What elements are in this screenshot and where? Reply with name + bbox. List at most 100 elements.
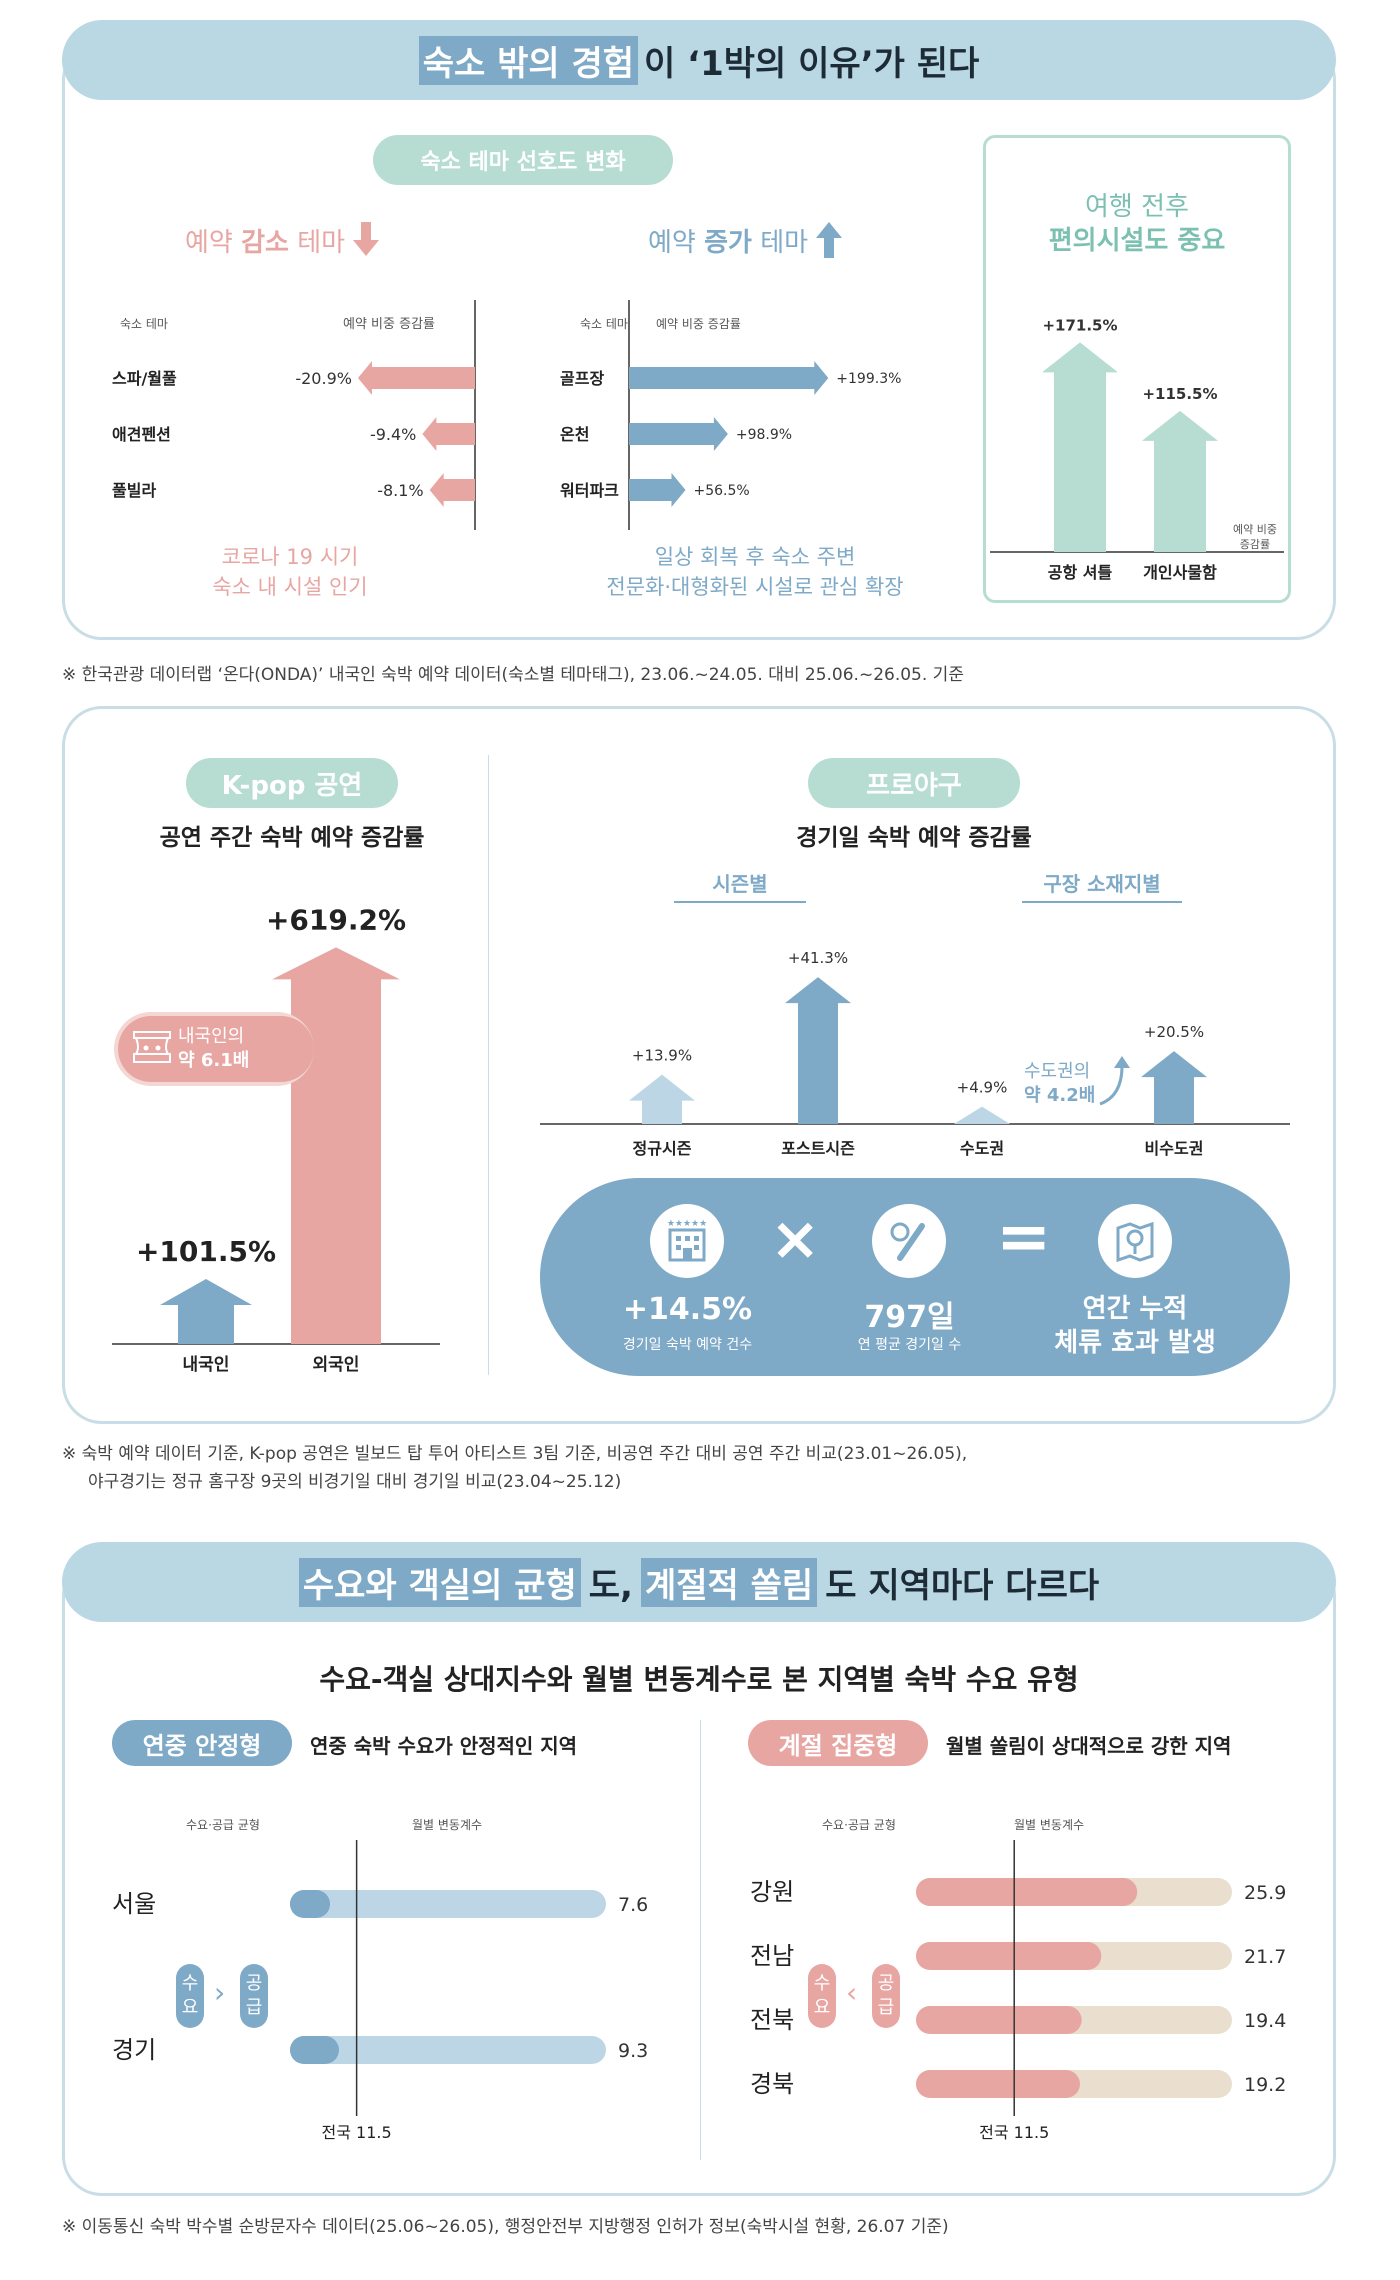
side-axis-label: 예약 비중 증감률 xyxy=(1233,522,1277,552)
region-arrow-icon xyxy=(1099,1056,1130,1106)
inc-note: 일상 회복 후 숙소 주변 전문화·대형화된 시설로 관심 확장 xyxy=(560,542,950,602)
kpop-badge-text: 내국인의 약 6.1배 xyxy=(178,1025,249,1073)
stage-icon xyxy=(132,1030,172,1068)
dec-note-1: 코로나 19 시기 xyxy=(221,545,359,569)
bar-fill xyxy=(916,1942,1102,1970)
trend-arrow-icon xyxy=(251,1025,283,1073)
kpop-pill: K-pop 공연 xyxy=(186,758,398,808)
section1-title-highlight: 숙소 밖의 경험 xyxy=(418,35,639,85)
category-label: 전북 xyxy=(750,2006,794,2034)
section3-title: 수요와 객실의 균형 도, 계절적 쏠림 도 지역마다 다르다 xyxy=(62,1542,1336,1622)
theme-pill: 숙소 테마 선호도 변화 xyxy=(373,135,673,185)
times-sign: × xyxy=(770,1204,821,1274)
kpop-title: 공연 주간 숙박 예약 증감률 xyxy=(159,825,425,851)
category-label: 온천 xyxy=(560,425,589,444)
equals-sign: = xyxy=(996,1198,1052,1275)
demand-char-1: 수 xyxy=(181,1973,199,1994)
section2-footnote-1: ※ 숙박 예약 데이터 기준, K-pop 공연은 빌보드 탑 투어 아티스트 … xyxy=(62,1444,968,1464)
bar-fill xyxy=(916,2070,1080,2098)
season-demand-char-2: 요 xyxy=(813,1997,831,2018)
bar-arrow xyxy=(785,977,851,1124)
bar-fill xyxy=(916,1878,1138,1906)
category-label: 강원 xyxy=(750,1878,794,1906)
eq3-result: 연간 누적 체류 효과 발생 xyxy=(1030,1292,1240,1360)
bar-arrow xyxy=(629,1074,695,1124)
region-badge-2: 약 4.2배 xyxy=(1024,1085,1096,1106)
category-label: 애견펜션 xyxy=(112,425,171,444)
map-pin-icon xyxy=(1098,1204,1172,1278)
season-desc: 월별 쏠림이 상대적으로 강한 지역 xyxy=(946,1734,1232,1758)
side-title-1: 여행 전후 xyxy=(1085,192,1189,222)
supply-char-1: 공 xyxy=(245,1973,263,1994)
data-label: 7.6 xyxy=(618,1894,648,1916)
season-demand-char-1: 수 xyxy=(813,1973,831,1994)
bar-arrow xyxy=(629,417,728,451)
season-lt: ‹ xyxy=(846,1976,858,2009)
data-label: 21.7 xyxy=(1244,1946,1286,1968)
theme-panel xyxy=(62,40,1336,640)
data-label: +115.5% xyxy=(1142,385,1217,403)
data-label: 19.2 xyxy=(1244,2074,1286,2096)
category-label: 내국인 xyxy=(183,1355,230,1375)
section2-footnote: ※ 숙박 예약 데이터 기준, K-pop 공연은 빌보드 탑 투어 아티스트 … xyxy=(62,1440,967,1496)
bar-track xyxy=(290,2036,606,2064)
dec-title-c: 테마 xyxy=(288,228,346,258)
stable-pill: 연중 안정형 xyxy=(112,1720,292,1766)
bar-track xyxy=(290,1890,606,1918)
data-label: +41.3% xyxy=(788,949,848,967)
dec-note-2: 숙소 내 시설 인기 xyxy=(212,575,368,599)
inc-title-a: 예약 xyxy=(648,228,705,258)
bar-arrow xyxy=(429,473,475,507)
hotel-icon: ★★★★★ xyxy=(650,1204,724,1278)
eq2-label: 연 평균 경기일 수 xyxy=(857,1337,962,1353)
eq3-line2: 체류 효과 발생 xyxy=(1054,1328,1216,1358)
dec-note: 코로나 19 시기 숙소 내 시설 인기 xyxy=(150,542,430,602)
dec-title-a: 예약 xyxy=(185,228,242,258)
bar-fill xyxy=(290,2036,339,2064)
category-label: 서울 xyxy=(112,1890,156,1918)
reference-label: 전국 11.5 xyxy=(979,2123,1049,2142)
arrow-down-icon xyxy=(353,222,380,265)
dec-theme-title: 예약 감소 테마 xyxy=(185,222,380,265)
bar-arrow xyxy=(954,1106,1010,1124)
region-label: 구장 소재지별 xyxy=(1022,868,1182,903)
season-supply-char-1: 공 xyxy=(877,1973,895,1994)
bar-fill xyxy=(916,2006,1082,2034)
data-label: +171.5% xyxy=(1042,316,1117,334)
inc-note-2: 전문화·대형화된 시설로 관심 확장 xyxy=(606,575,904,599)
inc-note-1: 일상 회복 후 숙소 주변 xyxy=(654,545,856,569)
data-label: +199.3% xyxy=(836,371,901,387)
data-label: 19.4 xyxy=(1244,2010,1286,2032)
category-label: 비수도권 xyxy=(1145,1139,1204,1158)
bar-arrow xyxy=(422,417,475,451)
data-label: +619.2% xyxy=(266,903,406,936)
data-label: 25.9 xyxy=(1244,1882,1286,1904)
category-label: 포스트시즌 xyxy=(781,1139,855,1158)
inc-col-theme: 숙소 테마 xyxy=(580,317,628,331)
data-label: +101.5% xyxy=(136,1235,276,1268)
category-label: 워터파크 xyxy=(560,481,619,500)
bar-arrow xyxy=(357,361,475,395)
data-label: +98.9% xyxy=(736,427,792,443)
section3-title-hl1: 수요와 객실의 균형 xyxy=(298,1557,581,1607)
stable-gt: › xyxy=(214,1976,226,2009)
data-label: +20.5% xyxy=(1144,1023,1204,1041)
panel-divider xyxy=(488,755,489,1375)
inc-title-c: 테마 xyxy=(751,228,809,258)
dec-col-rate: 예약 비중 증감률 xyxy=(343,317,435,332)
season-pill: 계절 집중형 xyxy=(748,1720,928,1766)
data-label: -8.1% xyxy=(377,481,423,500)
season-col-b: 월별 변동계수 xyxy=(1014,1818,1085,1832)
baseball-chart: +13.9% 정규시즌 +41.3% 포스트시즌 +4.9% 수도권 +20.5% 비수도권 xyxy=(540,949,1290,1158)
baseball-icon xyxy=(872,1204,946,1278)
inc-title-b: 증가 xyxy=(704,228,752,258)
data-label: +56.5% xyxy=(694,483,750,499)
section1-footnote: ※ 한국관광 데이터랩 ‘온다(ONDA)’ 내국인 숙박 예약 데이터(숙소별… xyxy=(62,665,964,685)
supply-char-2: 급 xyxy=(245,1997,263,2018)
data-label: -20.9% xyxy=(295,369,352,388)
data-label: +13.9% xyxy=(632,1047,692,1065)
data-label: -9.4% xyxy=(370,425,416,444)
kpop-chart: +101.5% 내국인 +619.2% 외국인 xyxy=(112,903,440,1375)
